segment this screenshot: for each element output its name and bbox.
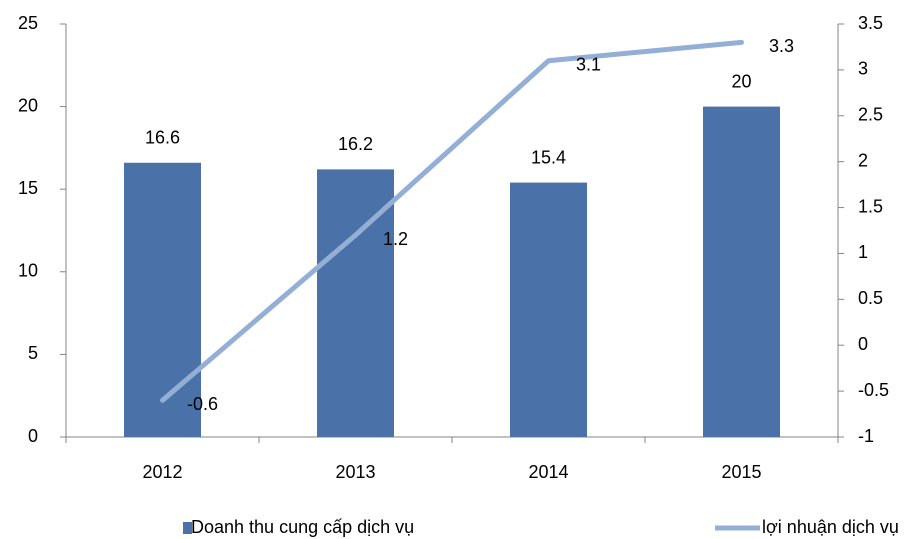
y2-tick-label: -0.5	[858, 380, 889, 400]
x-tick-label: 2012	[142, 462, 182, 482]
bar-value-label: 20	[731, 71, 751, 91]
y2-tick-label: 2.5	[858, 105, 883, 125]
line-value-label: 3.3	[769, 36, 794, 56]
y-tick-label: 25	[18, 13, 38, 33]
legend-label: lợi nhuận dịch vụ	[762, 517, 899, 537]
x-tick-label: 2014	[528, 462, 568, 482]
y-tick-label: 0	[28, 426, 38, 446]
bar-value-label: 16.6	[145, 128, 180, 148]
bar-value-label: 16.2	[338, 134, 373, 154]
y2-tick-label: 0	[858, 334, 868, 354]
legend-swatch	[183, 522, 192, 534]
bar	[703, 106, 780, 437]
x-tick-label: 2015	[721, 462, 761, 482]
y2-tick-label: -1	[858, 426, 874, 446]
y-tick-label: 5	[28, 343, 38, 363]
y2-tick-label: 2	[858, 150, 868, 170]
legend-label: Doanh thu cung cấp dịch vụ	[191, 517, 414, 537]
bar	[124, 162, 201, 437]
y2-tick-label: 1.5	[858, 196, 883, 216]
y2-tick-label: 0.5	[858, 288, 883, 308]
y2-tick-label: 3.5	[858, 13, 883, 33]
bar-value-label: 15.4	[531, 147, 566, 167]
y-tick-label: 15	[18, 178, 38, 198]
x-tick-label: 2013	[335, 462, 375, 482]
y-tick-label: 10	[18, 261, 38, 281]
line-value-label: 3.1	[576, 54, 601, 74]
y2-tick-label: 1	[858, 242, 868, 262]
bar	[510, 182, 587, 437]
line-value-label: -0.6	[187, 394, 218, 414]
y2-tick-label: 3	[858, 59, 868, 79]
line-value-label: 1.2	[383, 229, 408, 249]
line	[160, 39, 744, 403]
y-tick-label: 20	[18, 95, 38, 115]
